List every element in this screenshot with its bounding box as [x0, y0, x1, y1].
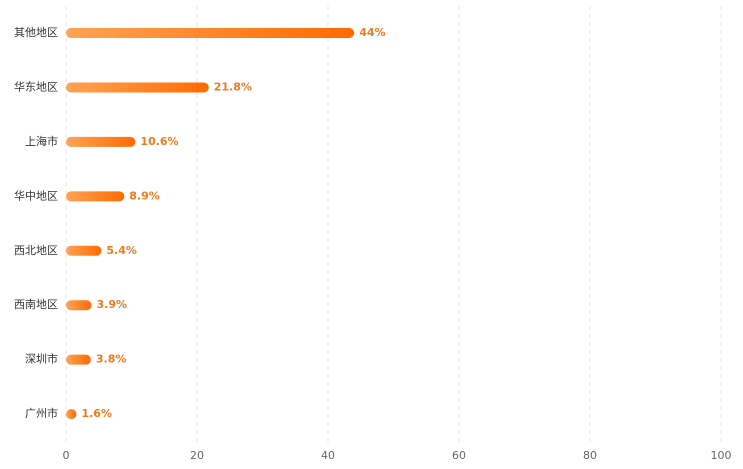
x-tick-label: 0 [63, 449, 70, 462]
category-label: 深圳市 [25, 352, 58, 366]
x-tick-label: 80 [583, 449, 597, 462]
value-label: 10.6% [140, 135, 178, 148]
category-label: 广州市 [25, 406, 58, 420]
bar [66, 28, 355, 38]
value-label: 21.8% [214, 80, 252, 93]
bar [66, 354, 91, 365]
bar [66, 136, 136, 147]
bar [66, 245, 102, 256]
value-label: 3.8% [96, 353, 127, 366]
category-label: 西北地区 [14, 244, 58, 257]
value-label: 5.4% [106, 244, 137, 257]
x-tick-label: 20 [190, 449, 204, 462]
x-tick-label: 40 [321, 449, 335, 462]
bar [66, 191, 125, 202]
bar [66, 82, 209, 93]
value-label: 44% [359, 26, 385, 39]
x-tick-label: 100 [711, 449, 732, 462]
category-label: 华东地区 [14, 79, 58, 93]
category-label: 其他地区 [14, 26, 58, 39]
value-label: 1.6% [81, 407, 112, 420]
category-label: 西南地区 [14, 298, 58, 311]
value-label: 3.9% [97, 298, 128, 311]
bar [66, 409, 77, 420]
bar [66, 300, 92, 311]
x-tick-label: 60 [452, 449, 466, 462]
category-label: 华中地区 [14, 188, 58, 202]
value-label: 8.9% [129, 189, 160, 202]
category-label: 上海市 [25, 134, 58, 148]
